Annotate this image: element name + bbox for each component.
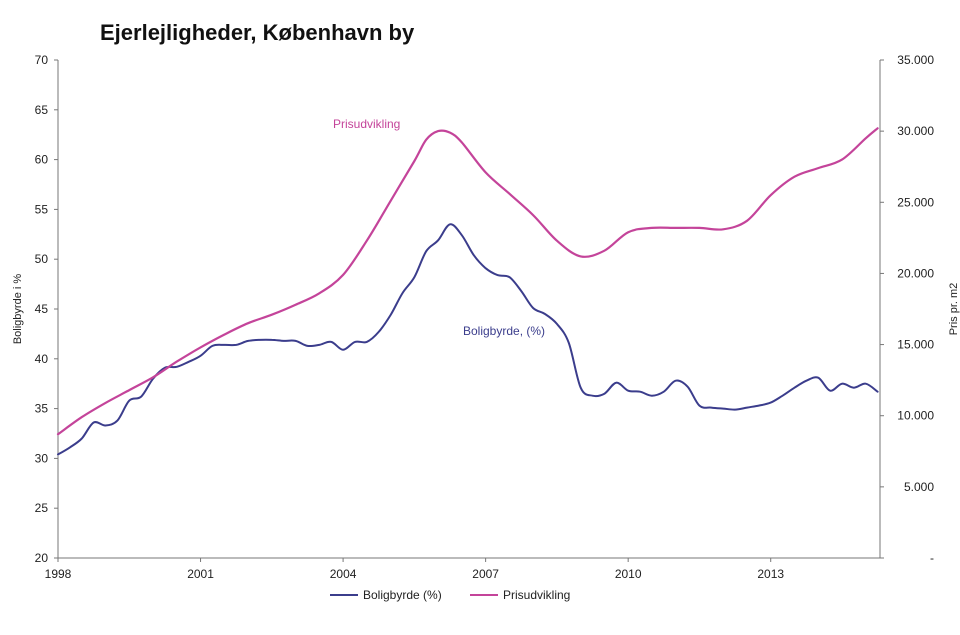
y2-tick-label: 25.000: [897, 195, 934, 209]
legend-label: Prisudvikling: [503, 588, 570, 602]
y-tick-label: 50: [35, 252, 49, 266]
x-tick-label: 2007: [472, 567, 499, 581]
y2-tick-label: 15.000: [897, 338, 934, 352]
x-tick-label: 1998: [45, 567, 72, 581]
x-tick-label: 2013: [757, 567, 784, 581]
x-tick-label: 2004: [330, 567, 357, 581]
y-axis-right-title: Pris pr. m2: [948, 283, 960, 336]
y2-tick-label: 20.000: [897, 266, 934, 280]
y-tick-label: 55: [35, 202, 49, 216]
y2-tick-label: 10.000: [897, 409, 934, 423]
y-axis-left-title: Boligbyrde i %: [12, 274, 24, 345]
y-tick-label: 20: [35, 551, 49, 565]
y-tick-label: 45: [35, 302, 49, 316]
series-line-prisudvikling: [56, 127, 879, 436]
x-tick-label: 2010: [615, 567, 642, 581]
annotation-boligbyrde: Boligbyrde, (%): [463, 324, 545, 338]
tick-labels: 20 25 30 35 40 45 50 55 60 65 70 - 5.000 10.000 15.000…: [35, 53, 935, 581]
y-tick-label: 65: [35, 103, 49, 117]
y-tick-label: 70: [35, 53, 49, 67]
x-tick-label: 2001: [187, 567, 214, 581]
series-lines: [56, 127, 879, 456]
y-tick-label: 60: [35, 153, 49, 167]
annotation-prisudvikling: Prisudvikling: [333, 117, 400, 131]
y2-tick-label: 5.000: [904, 480, 934, 494]
y-tick-label: 40: [35, 352, 49, 366]
series-annotations: Boligbyrde, (%) Prisudvikling: [333, 117, 545, 338]
legend-label: Boligbyrde (%): [363, 588, 442, 602]
y-tick-label: 35: [35, 402, 49, 416]
y2-tick-label: 35.000: [897, 53, 934, 67]
y-tick-label: 30: [35, 451, 49, 465]
chart-title: Ejerlejligheder, København by: [100, 20, 415, 45]
series-line-boligbyrde: [57, 223, 879, 456]
y2-tick-label: -: [930, 551, 934, 565]
y2-tick-label: 30.000: [897, 124, 934, 138]
y-tick-label: 25: [35, 501, 49, 515]
chart-axes: [54, 59, 884, 562]
legend: Boligbyrde (%) Prisudvikling: [330, 588, 570, 602]
